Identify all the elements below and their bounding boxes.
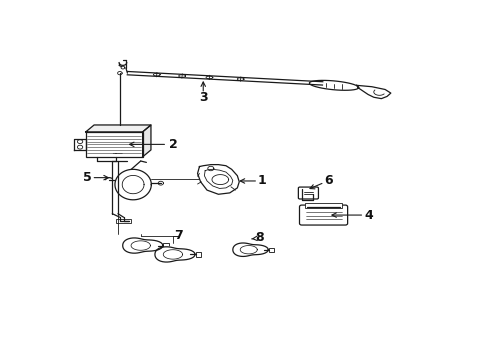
FancyBboxPatch shape [299,205,347,225]
FancyBboxPatch shape [268,248,273,252]
FancyBboxPatch shape [116,220,131,223]
Polygon shape [197,165,239,194]
Polygon shape [85,125,151,132]
FancyBboxPatch shape [304,203,342,208]
Polygon shape [142,125,151,157]
Polygon shape [155,247,195,262]
Text: 6: 6 [324,174,333,187]
Text: 3: 3 [199,91,207,104]
FancyBboxPatch shape [195,252,201,257]
Text: 2: 2 [168,138,177,151]
FancyBboxPatch shape [163,243,169,248]
Text: 8: 8 [255,231,263,244]
Polygon shape [232,243,268,256]
Polygon shape [115,169,151,200]
Text: 4: 4 [364,208,372,221]
FancyBboxPatch shape [85,132,142,157]
Text: 1: 1 [257,175,266,188]
Text: ___: ___ [112,148,122,154]
FancyBboxPatch shape [298,187,318,199]
Polygon shape [122,238,163,253]
Text: 7: 7 [174,229,183,242]
Text: 5: 5 [82,171,91,184]
